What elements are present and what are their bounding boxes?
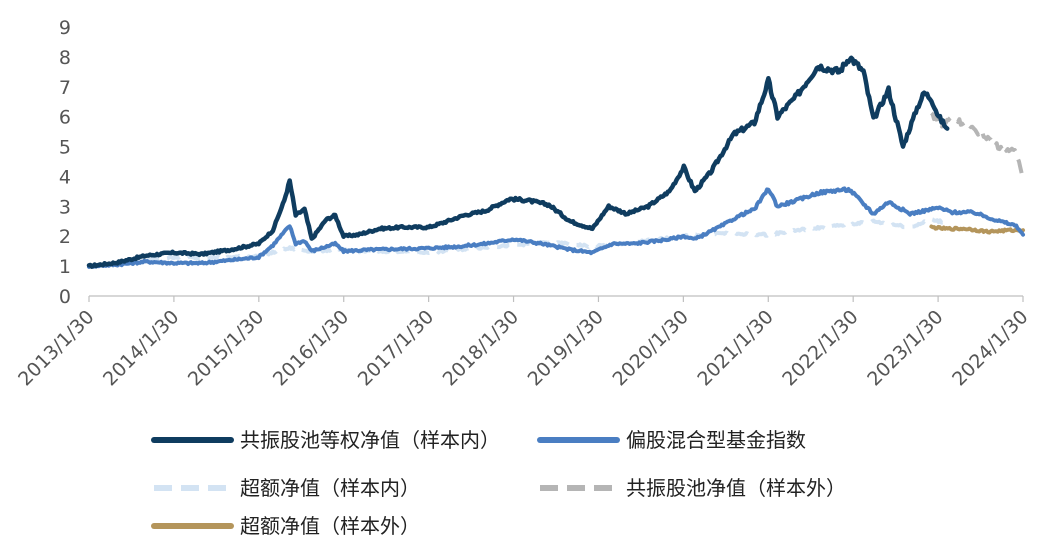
legend-label: 偏股混合型基金指数 [626,428,806,452]
x-tick-label: 2021/1/30 [693,306,777,390]
series-line-1 [86,55,950,269]
x-tick-label: 2014/1/30 [99,306,183,390]
x-tick-label: 2016/1/30 [269,306,353,390]
y-tick-label: 8 [59,47,71,69]
y-tick-label: 2 [59,226,71,248]
y-tick-label: 5 [59,137,71,159]
x-tick-label: 2015/1/30 [184,306,268,390]
series-line-2 [87,186,1025,269]
y-tick-label: 6 [59,107,71,129]
x-tick-label: 2023/1/30 [863,306,947,390]
y-tick-label: 4 [59,166,71,188]
legend-label: 共振股池净值（样本外） [626,476,846,500]
x-tick-label: 2017/1/30 [354,306,438,390]
y-tick-label: 9 [59,17,71,39]
x-tick-label: 2024/1/30 [948,306,1032,390]
x-tick-label: 2020/1/30 [608,306,692,390]
series-layer [86,55,1025,269]
legend-label: 共振股池等权净值（样本内） [240,428,500,452]
x-axis: 2013/1/30 2014/1/30 2015/1/30 2016/1/30 2017… [14,295,1033,390]
y-tick-label: 0 [59,286,71,308]
series-line-5 [929,224,1025,235]
y-tick-label: 7 [59,77,71,99]
legend-label: 超额净值（样本内） [240,476,420,500]
x-tick-label: 2022/1/30 [778,306,862,390]
legend-label: 超额净值（样本外） [240,514,420,538]
x-tick-label: 2019/1/30 [524,306,608,390]
y-tick-label: 3 [59,196,71,218]
x-tick-label: 2013/1/30 [14,306,98,390]
series-line-3 [87,217,948,269]
y-axis: 0 1 2 3 4 5 6 7 8 9 [59,17,71,308]
y-tick-label: 1 [59,256,71,278]
x-tick-label: 2018/1/30 [439,306,523,390]
